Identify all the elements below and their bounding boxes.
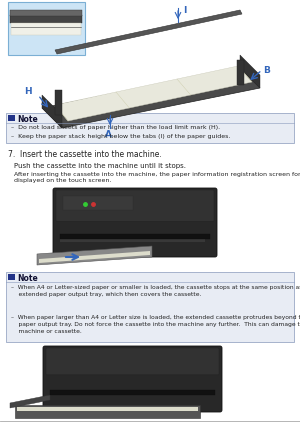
Polygon shape <box>10 395 50 408</box>
Polygon shape <box>42 68 260 128</box>
Text: 7.  Insert the cassette into the machine.: 7. Insert the cassette into the machine. <box>8 150 162 159</box>
FancyBboxPatch shape <box>53 188 217 257</box>
Bar <box>8 274 15 280</box>
Text: –  When paper larger than A4 or Letter size is loaded, the extended cassette pro: – When paper larger than A4 or Letter si… <box>11 315 300 320</box>
Polygon shape <box>237 60 244 85</box>
FancyBboxPatch shape <box>46 348 219 375</box>
Bar <box>8 115 15 121</box>
Bar <box>10 15 82 23</box>
Text: B: B <box>263 66 270 75</box>
Text: Note: Note <box>17 115 38 124</box>
Text: H: H <box>24 87 32 97</box>
Text: Note: Note <box>17 274 38 283</box>
Bar <box>6 113 294 143</box>
Text: A: A <box>105 130 112 139</box>
Polygon shape <box>60 239 205 242</box>
Text: After inserting the cassette into the machine, the paper information registratio: After inserting the cassette into the ma… <box>14 172 300 183</box>
Text: –  Do not load sheets of paper higher than the load limit mark (H).: – Do not load sheets of paper higher tha… <box>11 125 220 130</box>
Polygon shape <box>39 251 150 263</box>
Bar <box>60 234 210 239</box>
Polygon shape <box>240 55 260 88</box>
Bar <box>63 196 133 210</box>
Bar <box>10 10 82 16</box>
Text: –  Keep the paper stack height below the tabs (I) of the paper guides.: – Keep the paper stack height below the … <box>11 134 230 139</box>
Bar <box>6 272 294 342</box>
Text: I: I <box>183 6 186 15</box>
Polygon shape <box>37 246 152 265</box>
Polygon shape <box>55 66 252 121</box>
Text: paper output tray. Do not force the cassette into the machine any further.  This: paper output tray. Do not force the cass… <box>11 322 300 327</box>
Polygon shape <box>17 407 198 411</box>
Polygon shape <box>42 95 62 128</box>
Bar <box>11 23 81 35</box>
Text: extended paper output tray, which then covers the cassette.: extended paper output tray, which then c… <box>11 292 201 297</box>
Polygon shape <box>15 405 200 418</box>
Polygon shape <box>55 90 62 115</box>
FancyBboxPatch shape <box>43 346 222 412</box>
FancyBboxPatch shape <box>56 190 214 221</box>
Polygon shape <box>8 2 85 55</box>
Bar <box>50 390 215 395</box>
Text: –  When A4 or Letter-sized paper or smaller is loaded, the cassette stops at the: – When A4 or Letter-sized paper or small… <box>11 285 300 290</box>
Polygon shape <box>55 10 242 54</box>
Text: Push the cassette into the machine until it stops.: Push the cassette into the machine until… <box>14 163 186 169</box>
Text: machine or cassette.: machine or cassette. <box>11 329 82 334</box>
